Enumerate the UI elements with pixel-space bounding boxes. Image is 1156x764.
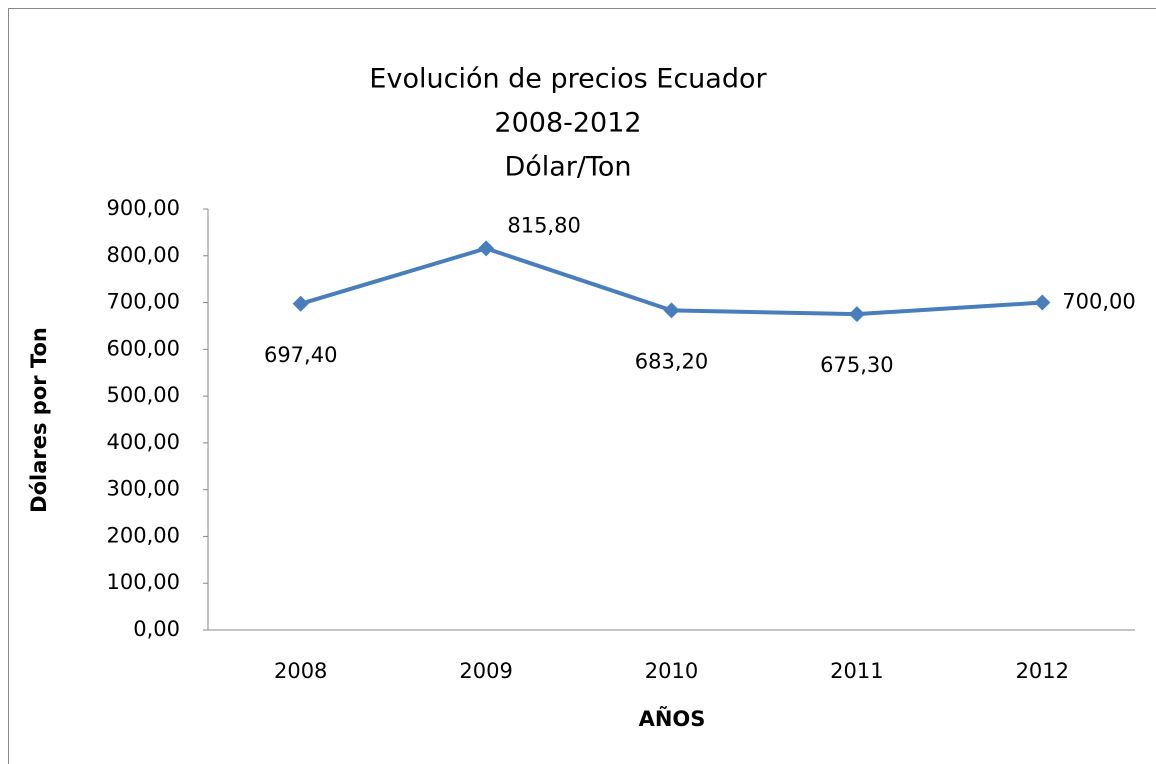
y-tick-label: 600,00: [107, 336, 180, 360]
chart-title: 2008-2012: [494, 108, 641, 139]
point-marker: [1034, 294, 1051, 311]
y-tick-label: 200,00: [107, 523, 180, 547]
x-tick-label: 2012: [1016, 659, 1069, 683]
chart-title: Evolución de precios Ecuador: [369, 64, 767, 95]
data-label: 700,00: [1062, 290, 1135, 314]
y-tick-label: 400,00: [107, 430, 180, 454]
y-tick-label: 700,00: [107, 290, 180, 314]
chart-frame: [8, 8, 1156, 764]
data-label: 697,40: [264, 343, 337, 367]
y-tick-label: 0,00: [133, 617, 180, 641]
data-label: 815,80: [507, 213, 580, 237]
y-tick-label: 100,00: [107, 570, 180, 594]
y-tick-label: 300,00: [107, 477, 180, 501]
x-tick-label: 2011: [830, 659, 883, 683]
point-marker: [478, 240, 495, 257]
y-tick-label: 500,00: [107, 383, 180, 407]
point-marker: [292, 295, 309, 312]
point-marker: [848, 306, 865, 323]
chart-title: Dólar/Ton: [504, 152, 631, 183]
point-marker: [663, 302, 680, 319]
y-tick-label: 800,00: [107, 243, 180, 267]
y-tick-label: 900,00: [107, 196, 180, 220]
x-axis-title: AÑOS: [639, 706, 706, 731]
y-axis-title: Dólares por Ton: [27, 327, 51, 513]
x-tick-label: 2010: [645, 659, 698, 683]
x-tick-label: 2009: [459, 659, 512, 683]
data-label: 675,30: [820, 353, 893, 377]
data-label: 683,20: [635, 349, 708, 373]
x-tick-label: 2008: [274, 659, 327, 683]
